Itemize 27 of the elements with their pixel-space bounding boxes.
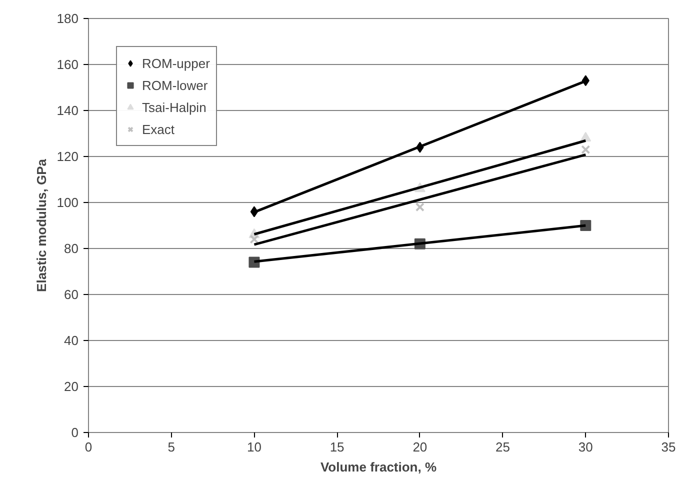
legend-label: ROM-upper: [142, 56, 210, 70]
y-tick-label: 160: [56, 57, 79, 72]
legend-label: ROM-lower: [142, 78, 208, 92]
y-tick-label: 40: [64, 333, 79, 348]
point: [581, 145, 590, 154]
x-tick-label: 20: [412, 440, 428, 454]
y-tick-label: 60: [64, 287, 79, 302]
y-tick-label: 100: [56, 195, 79, 210]
x-tick-label: 0: [84, 440, 92, 454]
y-axis-title: Elastic modulus, GPa: [34, 158, 49, 292]
x-tick-label: 30: [578, 440, 593, 454]
x-tick-label: 25: [496, 440, 510, 454]
x-tick-label: 15: [330, 440, 344, 454]
x-tick-label: 5: [168, 440, 175, 454]
x-axis-title: Volume fraction, %: [320, 460, 437, 474]
y-tick-label: 20: [64, 379, 79, 394]
y-tick-label: 180: [56, 11, 79, 26]
y-tick-label: 0: [71, 425, 79, 440]
x-tick-label: 10: [246, 440, 262, 454]
point: [415, 202, 424, 212]
x-tick-label: 35: [661, 440, 676, 454]
legend-label: Tsai-Halpin: [142, 100, 206, 114]
legend-label: Exact: [142, 122, 175, 136]
y-tick-label: 140: [56, 103, 79, 118]
y-tick-label: 120: [56, 149, 79, 164]
point: [250, 234, 259, 244]
y-tick-label: 80: [64, 241, 79, 256]
